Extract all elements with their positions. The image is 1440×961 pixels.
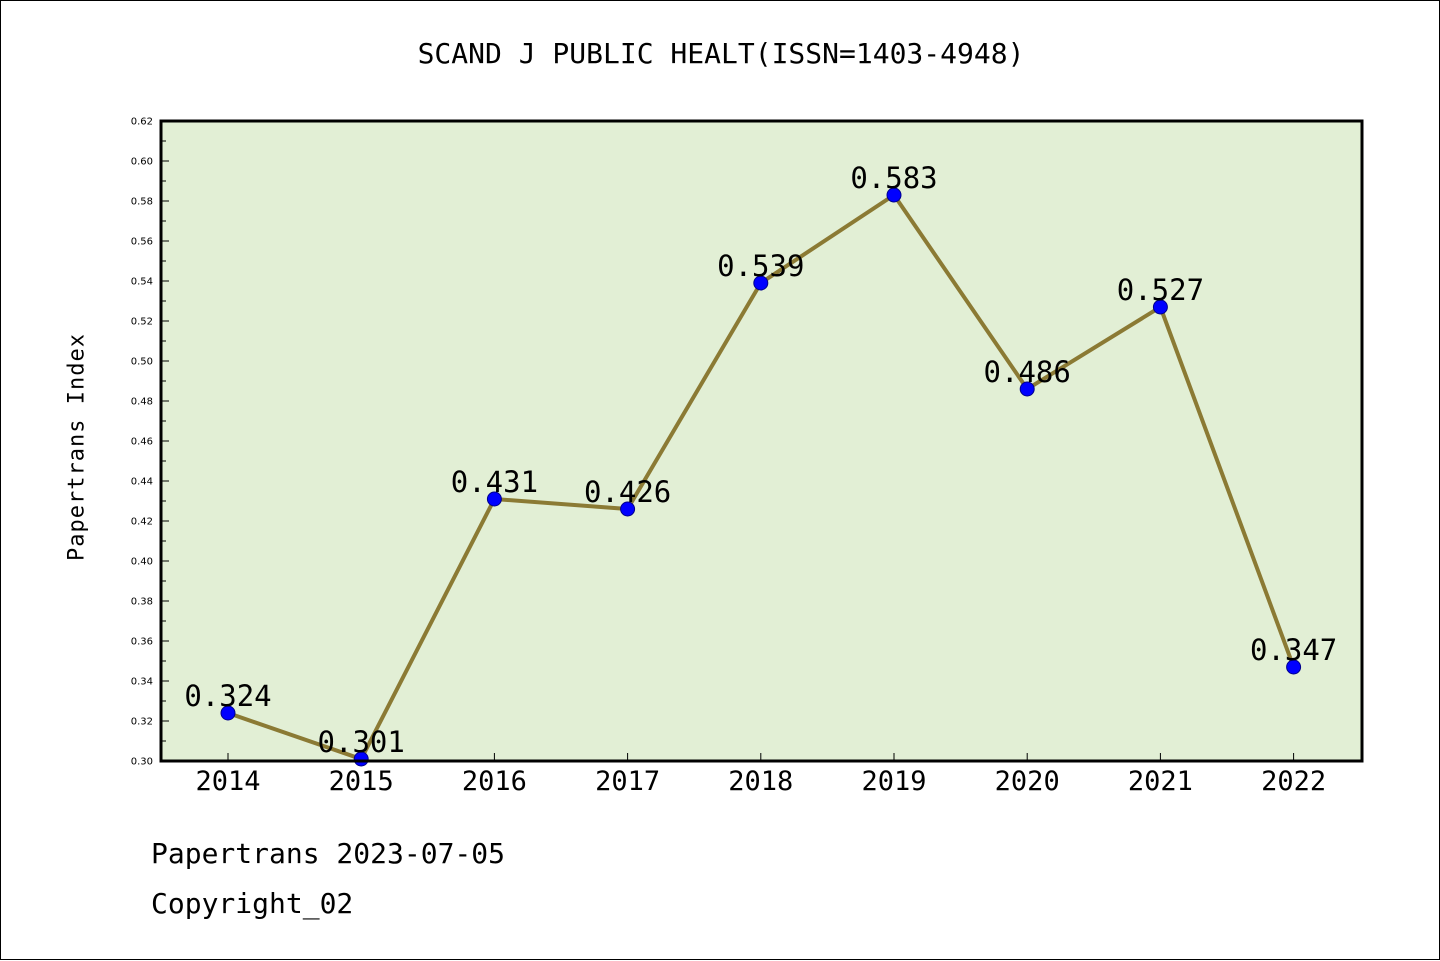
x-tick-label: 2014: [195, 766, 260, 797]
data-point: [886, 187, 902, 203]
y-tick-label: 0.48: [131, 397, 153, 408]
data-point: [620, 501, 636, 517]
y-tick-label: 0.36: [131, 637, 153, 648]
x-tick-label: 2018: [728, 766, 793, 797]
y-tick-label: 0.54: [131, 277, 153, 288]
footer-copyright-text: Copyright_02: [151, 887, 354, 920]
data-label: 0.539: [717, 249, 804, 283]
x-tick-label: 2019: [861, 766, 926, 797]
chart-title: SCAND J PUBLIC HEALT(ISSN=1403-4948): [417, 37, 1025, 70]
data-label: 0.347: [1250, 633, 1337, 667]
data-point: [220, 705, 236, 721]
x-tick-label: 2021: [1128, 766, 1193, 797]
y-tick-label: 0.42: [131, 517, 153, 528]
footer-date-text: Papertrans 2023-07-05: [151, 837, 506, 870]
y-tick-label: 0.30: [131, 757, 153, 768]
x-tick-label: 2020: [995, 766, 1060, 797]
y-tick-label: 0.40: [131, 557, 153, 568]
x-tick-label: 2015: [329, 766, 394, 797]
y-tick-label: 0.56: [131, 237, 153, 248]
data-label: 0.324: [184, 679, 271, 713]
data-label: 0.583: [850, 161, 937, 195]
data-label: 0.426: [584, 475, 671, 509]
data-point: [1019, 381, 1035, 397]
y-tick-label: 0.60: [131, 157, 153, 168]
y-tick-label: 0.52: [131, 317, 153, 328]
y-tick-label: 0.58: [131, 197, 153, 208]
data-point: [753, 275, 769, 291]
data-label: 0.486: [984, 355, 1071, 389]
data-label: 0.431: [451, 465, 538, 499]
plot-area: [161, 121, 1362, 761]
plot-frame: [159, 119, 1364, 763]
data-label: 0.527: [1117, 273, 1204, 307]
data-point: [1152, 299, 1168, 315]
y-tick-label: 0.32: [131, 717, 153, 728]
x-tick-label: 2022: [1261, 766, 1326, 797]
y-tick-label: 0.50: [131, 357, 153, 368]
y-tick-label: 0.34: [131, 677, 153, 688]
data-point: [1286, 659, 1302, 675]
y-tick-label: 0.62: [131, 117, 153, 128]
y-tick-label: 0.46: [131, 437, 153, 448]
data-point: [486, 491, 502, 507]
x-tick-label: 2016: [462, 766, 527, 797]
data-label: 0.301: [318, 725, 405, 759]
y-tick-label: 0.38: [131, 597, 153, 608]
x-tick-label: 2017: [595, 766, 660, 797]
y-tick-label: 0.44: [131, 477, 153, 488]
